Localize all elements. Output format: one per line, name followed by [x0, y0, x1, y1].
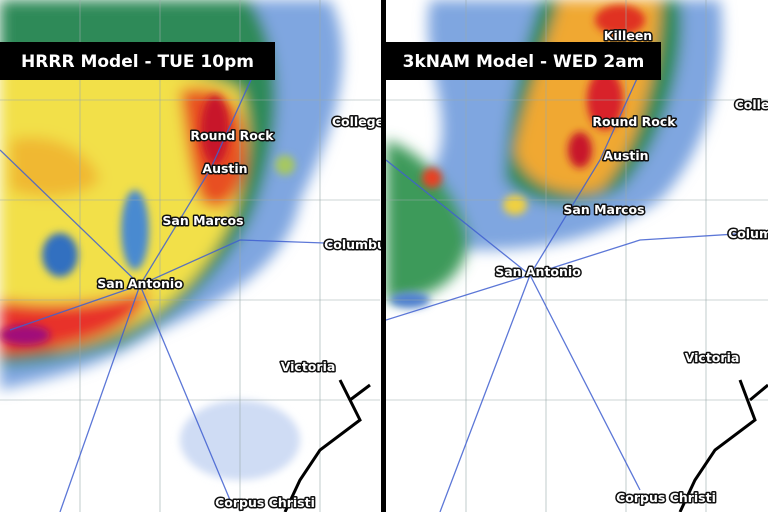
city-label: Austin	[202, 161, 247, 176]
city-label: Colle	[735, 97, 768, 112]
city-label: College	[332, 114, 384, 129]
city-label: Columbu	[324, 237, 386, 252]
city-label: Corpus Christi	[215, 495, 315, 510]
city-label: Victoria	[281, 359, 336, 374]
left-panel: Round Rock Austin San Marcos San Antonio Col…	[0, 0, 386, 512]
panel-title: 3kNAM Model - WED 2am	[403, 52, 645, 72]
city-label: San Antonio	[97, 276, 183, 291]
city-label: Victoria	[685, 350, 740, 365]
city-label: San Antonio	[495, 264, 581, 279]
city-label: Austin	[603, 148, 648, 163]
city-label: Killeen	[604, 28, 652, 43]
city-label: Corpus Christi	[616, 490, 716, 505]
divider	[381, 0, 386, 512]
city-label: Colum	[728, 226, 768, 241]
panel-title: HRRR Model - TUE 10pm	[21, 52, 254, 72]
right-panel: Killeen Colle Round Rock Austin San Marcos Sa…	[386, 0, 768, 512]
city-label: Round Rock	[592, 114, 676, 129]
city-label: San Marcos	[563, 202, 644, 217]
city-label: San Marcos	[162, 213, 243, 228]
title-box	[386, 42, 661, 80]
city-label: Round Rock	[190, 128, 274, 143]
title-box	[0, 42, 275, 80]
